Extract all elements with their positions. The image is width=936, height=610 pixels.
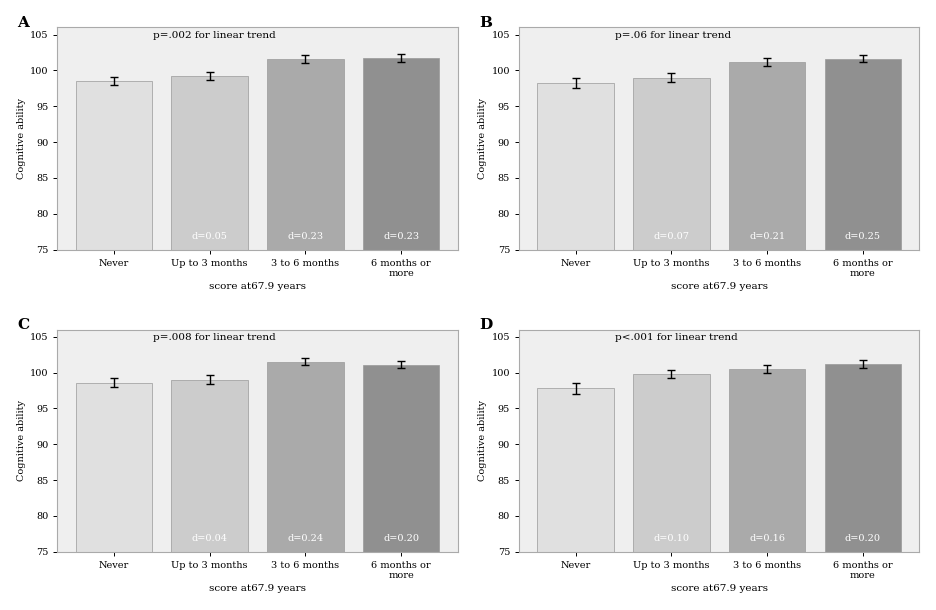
Text: D: D — [479, 318, 492, 332]
Text: d=0.21: d=0.21 — [749, 232, 785, 241]
X-axis label: score at67.9 years: score at67.9 years — [671, 584, 768, 594]
Bar — [267, 59, 344, 249]
Text: d=0.23: d=0.23 — [287, 232, 324, 241]
Text: p<.001 for linear trend: p<.001 for linear trend — [615, 333, 738, 342]
X-axis label: score at67.9 years: score at67.9 years — [209, 282, 306, 291]
Text: B: B — [479, 16, 492, 30]
Text: d=0.05: d=0.05 — [192, 232, 227, 241]
Y-axis label: Cognitive ability: Cognitive ability — [17, 400, 25, 481]
Text: p=.002 for linear trend: p=.002 for linear trend — [154, 30, 276, 40]
Text: d=0.25: d=0.25 — [845, 232, 881, 241]
Text: d=0.24: d=0.24 — [287, 534, 324, 543]
Bar — [267, 362, 344, 551]
Y-axis label: Cognitive ability: Cognitive ability — [17, 98, 25, 179]
Bar — [363, 365, 439, 551]
Text: d=0.10: d=0.10 — [653, 534, 689, 543]
Bar — [825, 59, 901, 249]
Text: d=0.20: d=0.20 — [845, 534, 881, 543]
Bar — [633, 77, 709, 249]
Text: d=0.04: d=0.04 — [192, 534, 227, 543]
Y-axis label: Cognitive ability: Cognitive ability — [478, 400, 488, 481]
Text: p=.008 for linear trend: p=.008 for linear trend — [154, 333, 276, 342]
Text: d=0.20: d=0.20 — [383, 534, 419, 543]
Text: d=0.07: d=0.07 — [653, 232, 689, 241]
Y-axis label: Cognitive ability: Cognitive ability — [478, 98, 488, 179]
Bar — [363, 58, 439, 249]
Bar — [729, 369, 805, 551]
X-axis label: score at67.9 years: score at67.9 years — [209, 584, 306, 594]
Bar — [76, 81, 153, 249]
Bar — [537, 83, 614, 249]
Text: A: A — [18, 16, 29, 30]
Bar — [537, 389, 614, 551]
Bar — [825, 364, 901, 551]
Text: d=0.23: d=0.23 — [383, 232, 419, 241]
X-axis label: score at67.9 years: score at67.9 years — [671, 282, 768, 291]
Bar — [633, 374, 709, 551]
Bar — [171, 76, 248, 249]
Text: p=.06 for linear trend: p=.06 for linear trend — [615, 30, 731, 40]
Text: d=0.16: d=0.16 — [749, 534, 785, 543]
Bar — [76, 382, 153, 551]
Text: C: C — [18, 318, 29, 332]
Bar — [171, 380, 248, 551]
Bar — [729, 62, 805, 249]
